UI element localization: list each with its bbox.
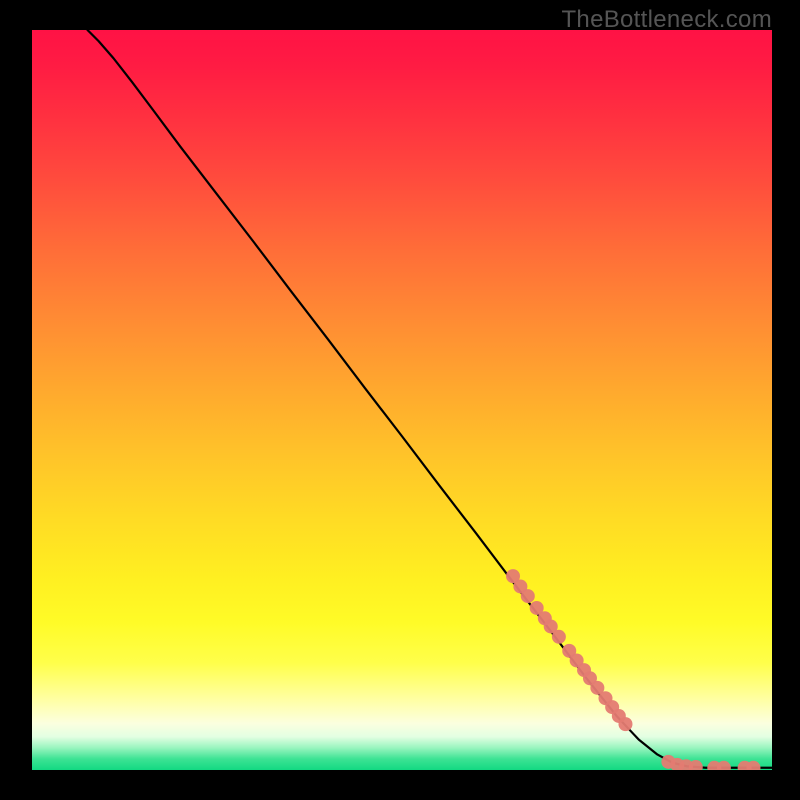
chart-overlay: [32, 30, 772, 770]
data-marker: [618, 717, 632, 731]
watermark-text: TheBottleneck.com: [561, 6, 772, 34]
plot-area: [32, 30, 772, 770]
data-marker: [521, 589, 535, 603]
data-marker: [717, 761, 731, 770]
chart-stage: TheBottleneck.com: [0, 0, 800, 800]
curve-line: [88, 30, 773, 768]
data-marker: [552, 630, 566, 644]
